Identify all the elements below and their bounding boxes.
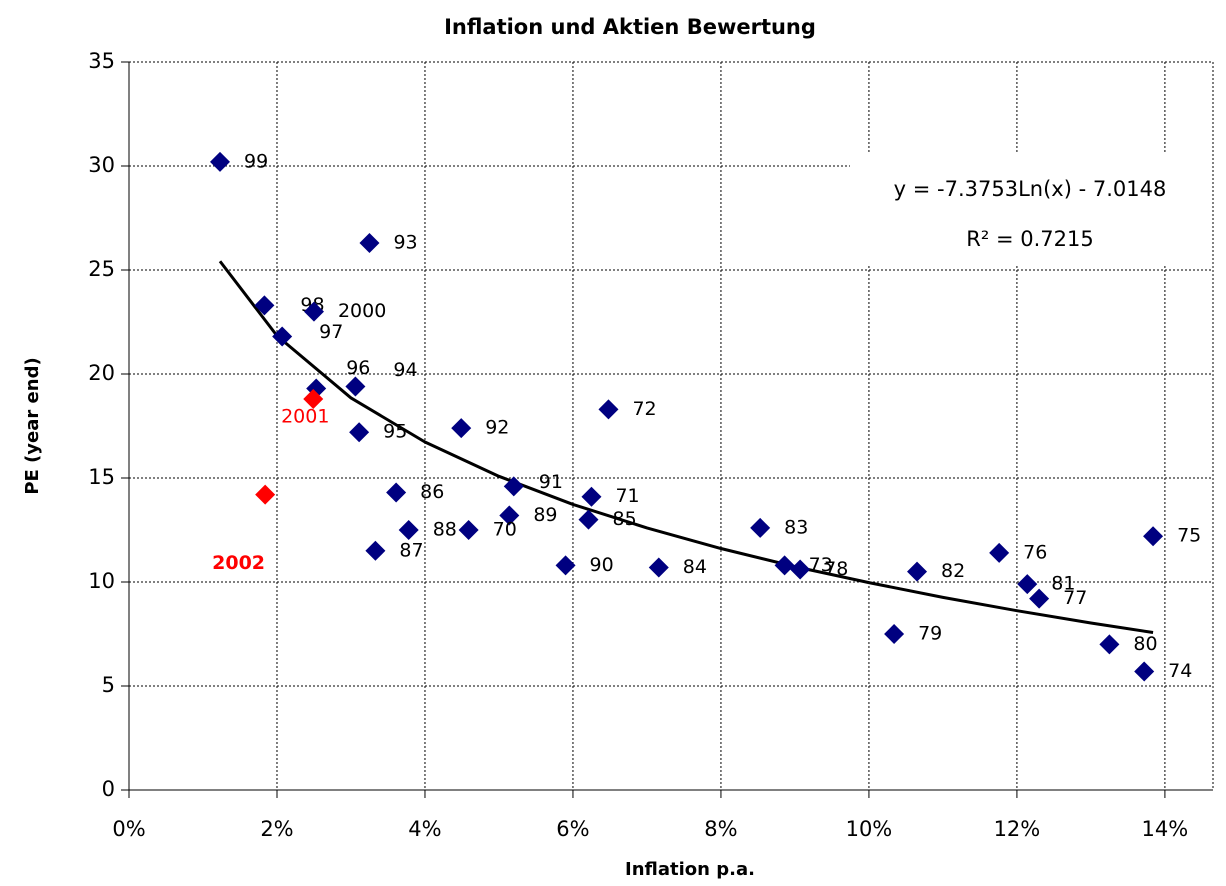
point bbox=[555, 555, 576, 576]
point bbox=[581, 486, 602, 507]
x-tick-label: 0% bbox=[112, 817, 145, 841]
x-tick-label: 10% bbox=[846, 817, 893, 841]
y-tick-label: 10 bbox=[88, 569, 115, 593]
point bbox=[303, 388, 324, 409]
point bbox=[303, 301, 324, 322]
x-tick-label: 12% bbox=[994, 817, 1041, 841]
point bbox=[1017, 574, 1038, 595]
chart-title: Inflation und Aktien Bewertung bbox=[444, 15, 816, 39]
point-label: 73 bbox=[809, 554, 833, 576]
point-label: 81 bbox=[1051, 573, 1075, 595]
point-label: 71 bbox=[615, 485, 639, 507]
x-tick-label: 2% bbox=[260, 817, 293, 841]
x-axis-title: Inflation p.a. bbox=[625, 859, 755, 880]
equation-box bbox=[850, 152, 1212, 264]
x-tick-label: 6% bbox=[556, 817, 589, 841]
point bbox=[790, 559, 811, 580]
point-label: 94 bbox=[393, 359, 417, 381]
point-label: 92 bbox=[485, 417, 509, 439]
point bbox=[1143, 526, 1164, 547]
point-label: 90 bbox=[590, 554, 614, 576]
point-label: 86 bbox=[420, 481, 444, 503]
point-label: 79 bbox=[918, 623, 942, 645]
point bbox=[774, 555, 795, 576]
trend-equation: y = -7.3753Ln(x) - 7.0148 bbox=[894, 177, 1167, 201]
y-axis-title: PE (year end) bbox=[22, 357, 43, 494]
point-label: 85 bbox=[612, 508, 636, 530]
y-tick-label: 20 bbox=[88, 361, 115, 385]
point bbox=[272, 326, 293, 347]
point bbox=[1029, 588, 1050, 609]
point-label: 70 bbox=[493, 519, 517, 541]
point-label: 93 bbox=[393, 231, 417, 253]
y-tick-label: 0 bbox=[102, 777, 115, 801]
point bbox=[345, 376, 366, 397]
trendline bbox=[218, 260, 1154, 635]
point-label: 77 bbox=[1063, 587, 1087, 609]
point-label: 88 bbox=[433, 519, 457, 541]
x-tick-label: 8% bbox=[704, 817, 737, 841]
point bbox=[503, 476, 524, 497]
point-label: 91 bbox=[539, 471, 563, 493]
point bbox=[386, 482, 407, 503]
y-tick-label: 5 bbox=[102, 673, 115, 697]
point-label: 99 bbox=[244, 150, 268, 172]
x-tick-label: 4% bbox=[408, 817, 441, 841]
point bbox=[210, 151, 231, 172]
point bbox=[598, 399, 619, 420]
point-label: 97 bbox=[319, 321, 343, 343]
point bbox=[1099, 634, 1120, 655]
point bbox=[578, 509, 599, 530]
point bbox=[499, 505, 520, 526]
point-label: 78 bbox=[824, 558, 848, 580]
point-label: 89 bbox=[533, 504, 557, 526]
point-label: 75 bbox=[1177, 525, 1201, 547]
trend-r-squared: R² = 0.7215 bbox=[966, 227, 1093, 251]
point-label: 82 bbox=[941, 560, 965, 582]
point bbox=[255, 484, 276, 505]
y-tick-label: 30 bbox=[88, 153, 115, 177]
point-label: 80 bbox=[1133, 633, 1157, 655]
point-label: 96 bbox=[346, 357, 370, 379]
y-tick-label: 25 bbox=[88, 257, 115, 281]
point-label: 95 bbox=[383, 421, 407, 443]
point-label: 76 bbox=[1023, 541, 1047, 563]
point bbox=[1134, 661, 1155, 682]
point bbox=[648, 557, 669, 578]
point-label: 84 bbox=[683, 556, 707, 578]
point-label: 2000 bbox=[338, 300, 386, 322]
y-tick-label: 15 bbox=[88, 465, 115, 489]
point bbox=[451, 418, 472, 439]
point-label: 74 bbox=[1168, 660, 1192, 682]
point bbox=[907, 561, 928, 582]
point bbox=[398, 520, 419, 540]
point-label: 83 bbox=[784, 516, 808, 538]
point bbox=[884, 624, 905, 644]
point-label: 2001 bbox=[281, 405, 329, 427]
point-label: 2002 bbox=[212, 552, 265, 574]
point bbox=[750, 517, 771, 538]
point-label: 72 bbox=[632, 398, 656, 420]
point bbox=[254, 295, 275, 316]
point bbox=[365, 540, 386, 561]
point bbox=[359, 232, 380, 253]
point bbox=[349, 422, 370, 443]
x-tick-label: 14% bbox=[1142, 817, 1189, 841]
point bbox=[458, 520, 479, 540]
y-tick-label: 35 bbox=[88, 49, 115, 73]
point bbox=[989, 542, 1010, 563]
point-label: 87 bbox=[399, 539, 423, 561]
